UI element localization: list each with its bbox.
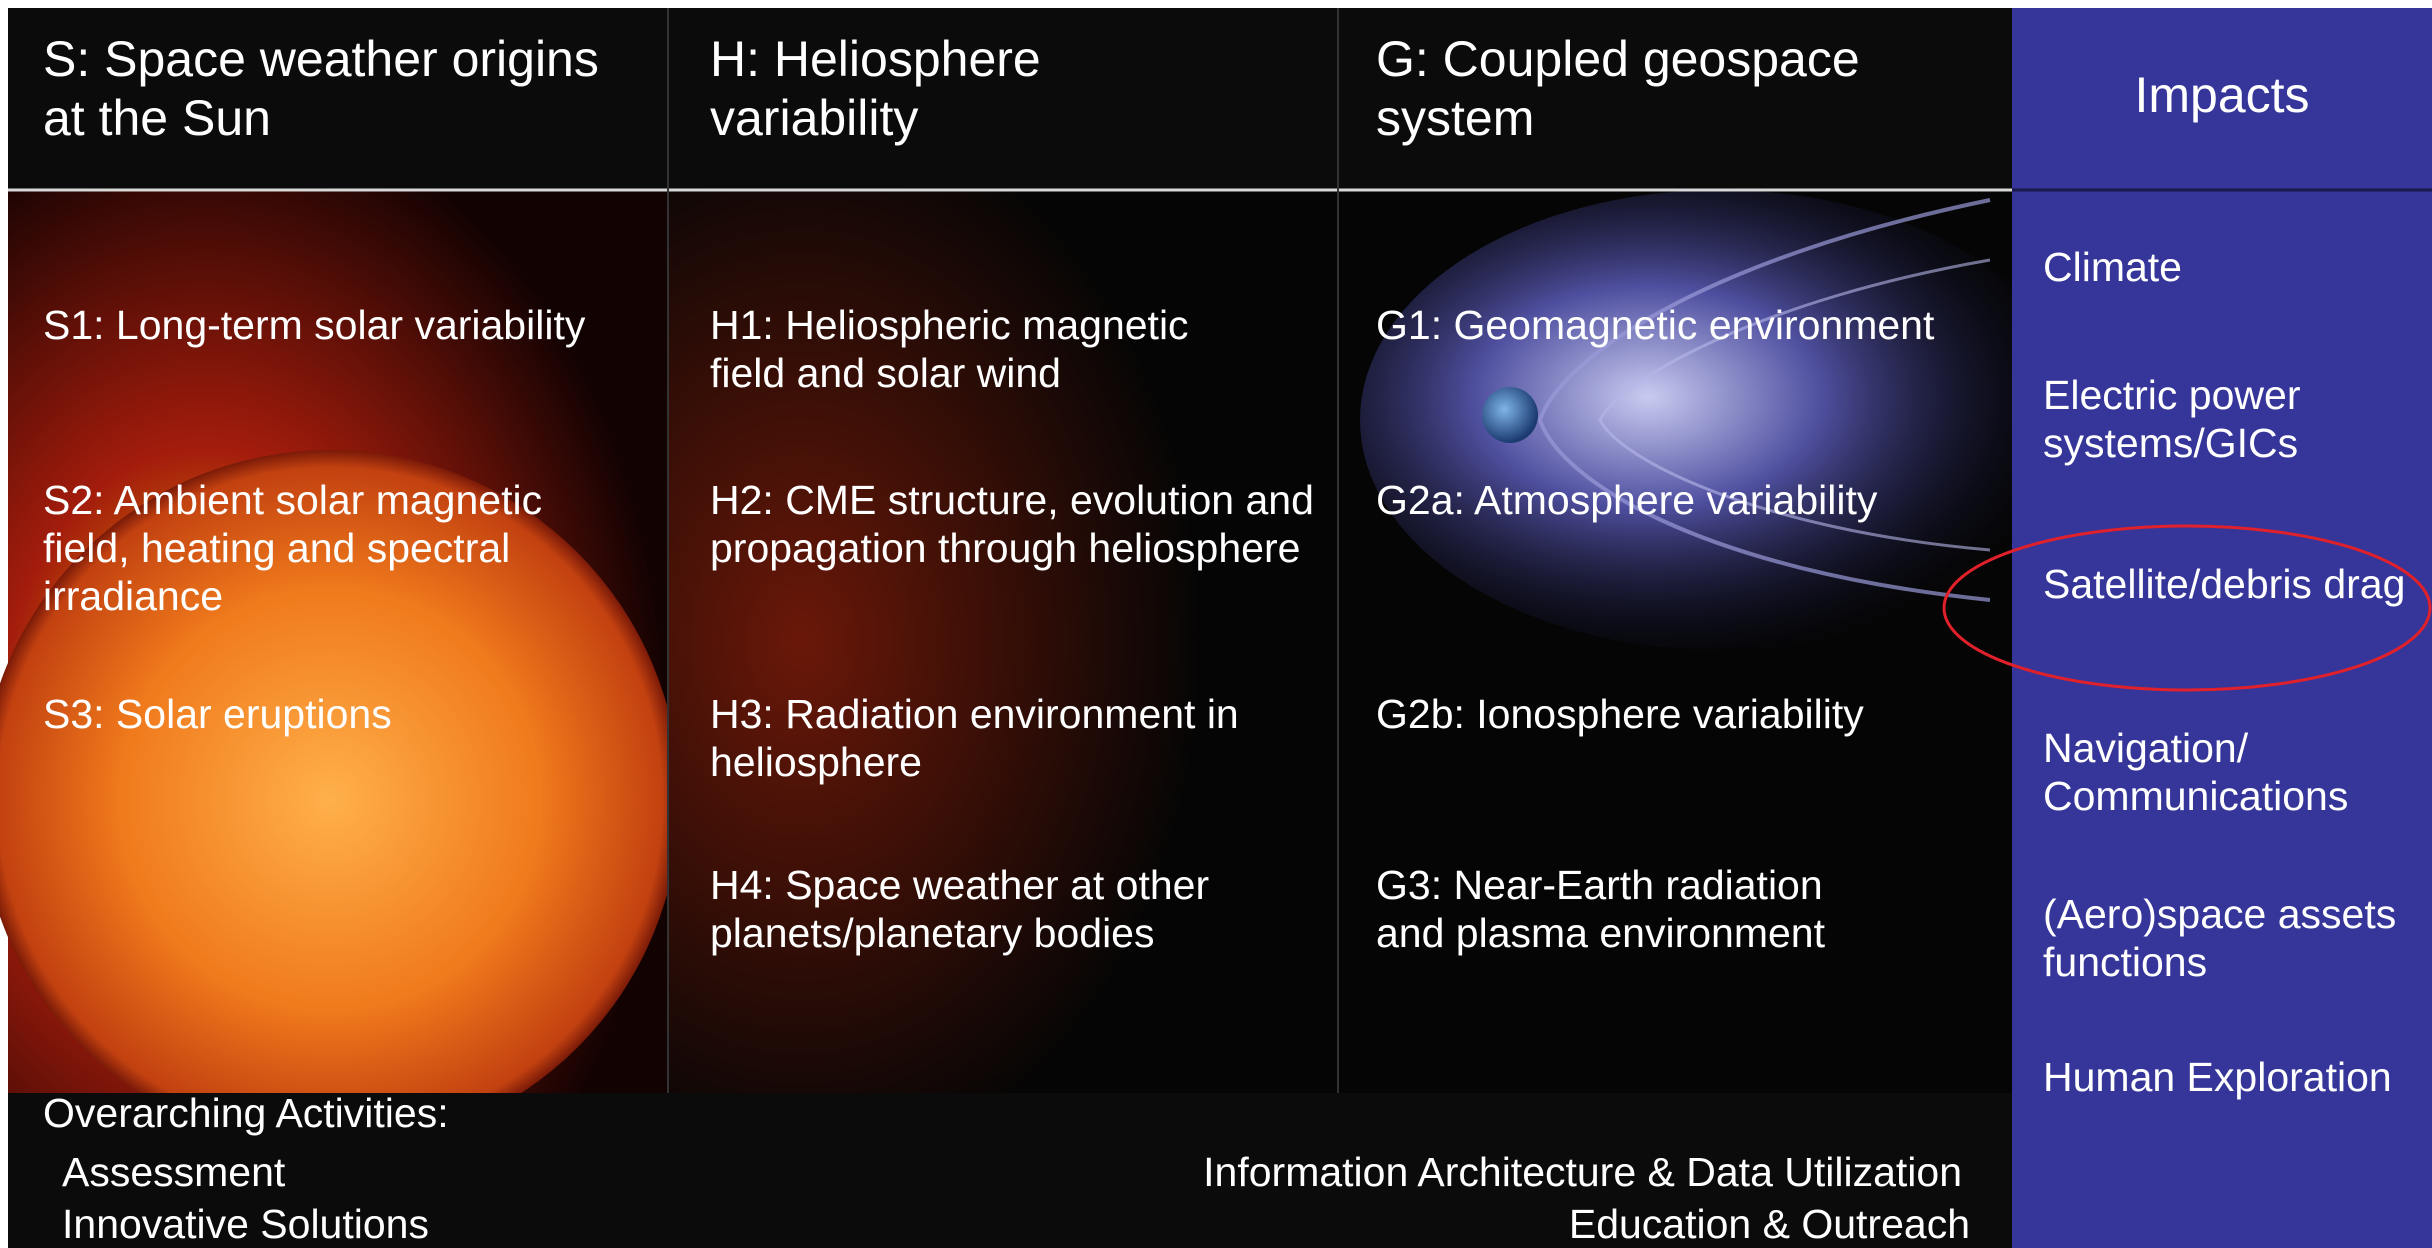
item: S2: Ambient solar magnetic field, heatin… [43,477,613,621]
activity: Innovative Solutions [62,1201,429,1248]
item: S3: Solar eruptions [43,691,643,739]
activity: Information Architecture & Data Utilizat… [1203,1149,1962,1197]
impact: Navigation/ Communications [2043,725,2413,821]
impact: Climate [2043,244,2413,292]
activity: Education & Outreach [1569,1201,1970,1248]
column-title: S: Space weather origins at the Sun [43,30,643,147]
impact: Human Exploration [2043,1054,2413,1102]
item: H4: Space weather at other planets/plane… [710,862,1290,958]
column-title: G: Coupled geospace system [1376,30,1936,147]
activity: Assessment [62,1149,285,1197]
earth [1482,387,1538,443]
slide: S: Space weather origins at the Sun H: H… [0,0,2432,1248]
impact: (Aero)space assets functions [2043,891,2413,987]
item: G2a: Atmosphere variability [1376,477,1996,525]
overarching-title: Overarching Activities: [43,1090,449,1138]
item: G1: Geomagnetic environment [1376,302,2016,350]
item: H3: Radiation environment in heliosphere [710,691,1330,787]
item: H1: Heliospheric magnetic field and sola… [710,302,1270,398]
item: G3: Near-Earth radiation and plasma envi… [1376,862,1896,958]
item: H2: CME structure, evolution and propaga… [710,477,1320,573]
magnetosphere [1360,190,2080,650]
item: G2b: Ionosphere variability [1376,691,1996,739]
impact: Electric power systems/GICs [2043,372,2413,468]
column-title: H: Heliosphere variability [710,30,1230,147]
impacts-title: Impacts [2012,66,2432,125]
item: S1: Long-term solar variability [43,302,673,350]
impact: Satellite/debris drag [2043,561,2413,609]
